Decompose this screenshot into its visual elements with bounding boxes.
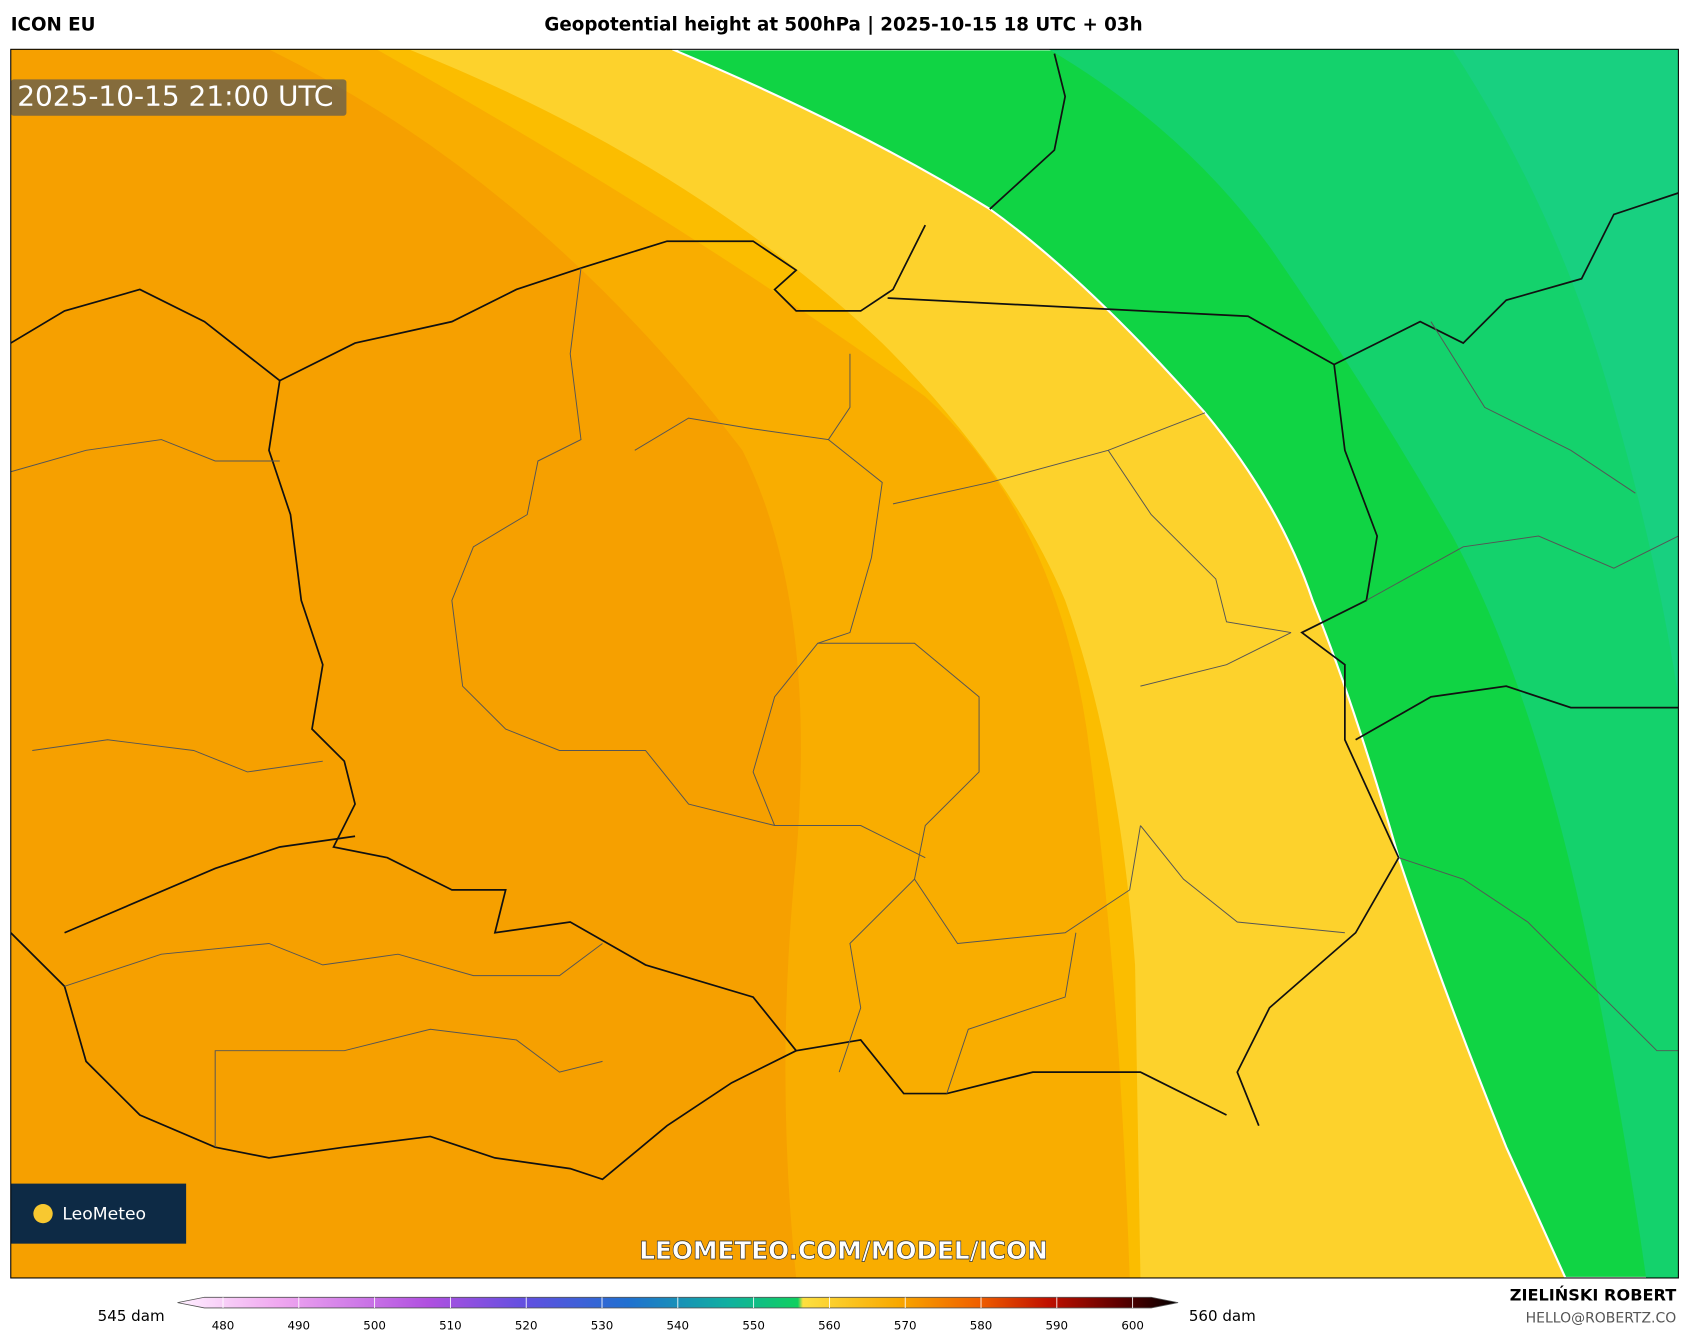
model-name: ICON EU <box>11 15 96 36</box>
author: ZIELIŃSKI ROBERT <box>1510 1286 1676 1305</box>
colorbar-tick-label: 500 <box>363 1319 386 1333</box>
watermark: LEOMETEO.COM/MODEL/ICON <box>639 1236 1048 1265</box>
colorbar-tick-label: 530 <box>591 1319 614 1333</box>
field-green-light <box>1048 49 1679 1278</box>
timestamp-box <box>10 79 347 116</box>
colorbar-min-label: 545 dam <box>98 1307 165 1325</box>
colorbar-tick-label: 570 <box>894 1319 917 1333</box>
colorbar-tick-label: 560 <box>818 1319 841 1333</box>
map-title: Geopotential height at 500hPa | 2025-10-… <box>544 15 1142 36</box>
colorbar-tick-label: 510 <box>439 1319 462 1333</box>
border <box>10 932 797 1181</box>
region-border <box>752 439 883 826</box>
border <box>1333 192 1679 366</box>
colorbar-tick-label: 540 <box>667 1319 690 1333</box>
region-border <box>1398 321 1679 1052</box>
colorbar-max-label: 560 dam <box>1189 1307 1256 1325</box>
colorbar-tick-label: 590 <box>1046 1319 1069 1333</box>
border <box>887 297 1400 1127</box>
region-border <box>817 642 1141 944</box>
colorbar: 480 490 500 510 520 530 540 550 560 570 580 590 600 <box>177 1296 1179 1333</box>
contact: HELLO@ROBERTZ.CO <box>1526 1311 1677 1327</box>
region-border <box>1140 632 1345 934</box>
region-border <box>1366 535 1679 601</box>
colorbar-tick-label: 550 <box>742 1319 765 1333</box>
colorbar-tick-label: 580 <box>970 1319 993 1333</box>
border <box>1355 685 1679 741</box>
colorbar-tick-label: 480 <box>212 1319 235 1333</box>
timestamp: 2025-10-15 21:00 UTC <box>17 80 333 113</box>
colorbar-tick-label: 490 <box>288 1319 311 1333</box>
colorbar-tick-label: 520 <box>515 1319 538 1333</box>
region-border <box>634 353 851 451</box>
logo-text: LeoMeteo <box>62 1205 146 1225</box>
region-border <box>64 942 603 1148</box>
region-border <box>892 412 1206 505</box>
region-border <box>451 267 926 859</box>
border <box>268 380 1227 1116</box>
region-border <box>1107 450 1292 634</box>
region-border <box>10 439 323 773</box>
colorbar-tick-label: 600 <box>1121 1319 1144 1333</box>
region-border <box>838 878 1077 1094</box>
logo-sun <box>33 1203 53 1224</box>
border <box>64 835 356 934</box>
map: 2025-10-15 21:00 UTC LEOMETEO.COM/MODEL/… <box>10 49 1679 1278</box>
map-frame <box>10 48 1679 1279</box>
coastline <box>989 53 1067 210</box>
